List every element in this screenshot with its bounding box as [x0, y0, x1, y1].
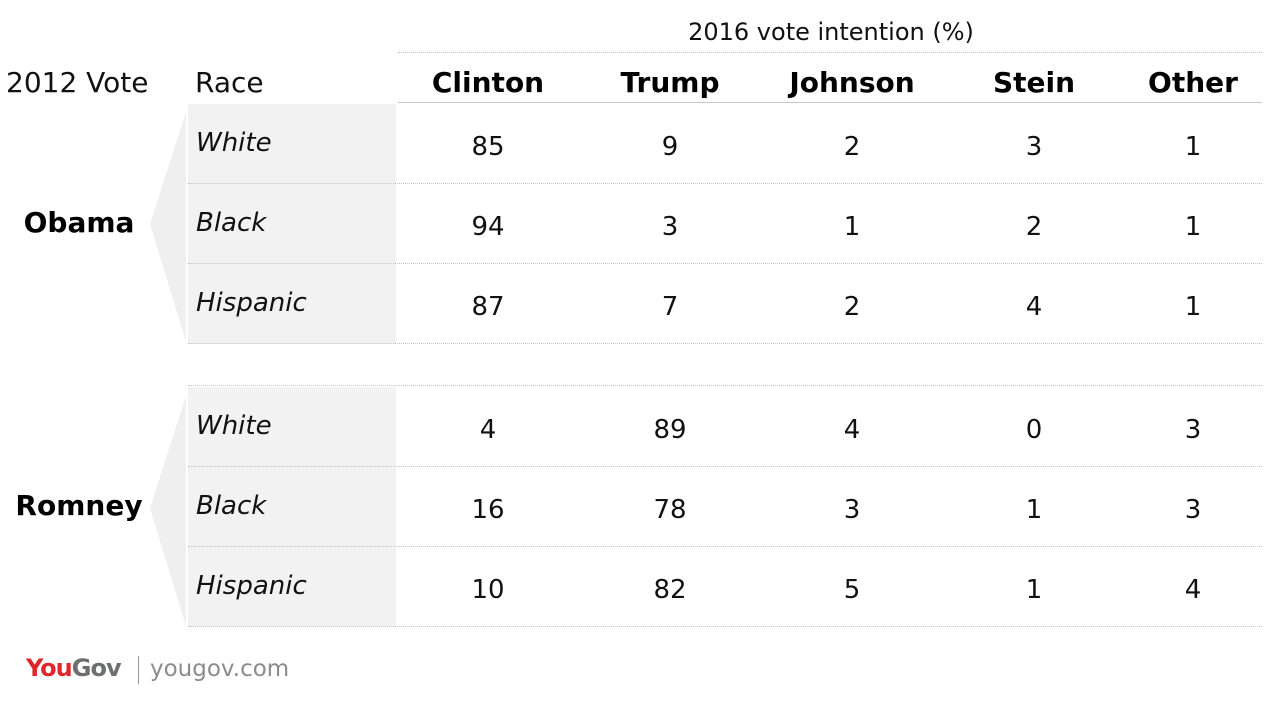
super-header-rule	[398, 52, 1262, 53]
cell-other: 1	[1184, 292, 1202, 322]
column-header-stein: Stein	[992, 66, 1076, 99]
cell-other: 1	[1184, 132, 1202, 162]
header-rule	[398, 102, 1262, 103]
cell-other: 4	[1184, 575, 1202, 605]
cell-stein: 1	[1025, 575, 1043, 605]
row-divider	[188, 343, 1262, 344]
cell-trump: 78	[653, 495, 687, 525]
race-label: Black	[196, 491, 267, 521]
row-divider	[188, 466, 1262, 467]
row-divider	[188, 183, 1262, 184]
cell-other: 3	[1184, 415, 1202, 445]
cell-clinton: 94	[471, 212, 505, 242]
race-label: White	[196, 411, 272, 441]
row-divider	[188, 626, 1262, 627]
cell-stein: 0	[1025, 415, 1043, 445]
group-label-obama: Obama	[23, 206, 135, 239]
cell-clinton: 4	[479, 415, 497, 445]
cell-clinton: 87	[471, 292, 505, 322]
cell-johnson: 2	[843, 132, 861, 162]
cell-trump: 9	[661, 132, 679, 162]
bracket-romney	[150, 396, 186, 626]
race-label: Hispanic	[196, 571, 307, 601]
cell-johnson: 4	[843, 415, 861, 445]
group-label-romney: Romney	[15, 489, 143, 522]
row-divider	[188, 546, 1262, 547]
column-header-other: Other	[1148, 66, 1238, 99]
cell-stein: 4	[1025, 292, 1043, 322]
column-header-johnson: Johnson	[789, 66, 915, 99]
race-label: Hispanic	[196, 288, 307, 318]
group-top-rule	[188, 385, 1262, 386]
cell-clinton: 85	[471, 132, 505, 162]
cell-stein: 1	[1025, 495, 1043, 525]
cell-clinton: 16	[471, 495, 505, 525]
cell-johnson: 1	[843, 212, 861, 242]
cell-stein: 3	[1025, 132, 1043, 162]
cell-other: 1	[1184, 212, 1202, 242]
race-column-bg-romney	[188, 387, 396, 627]
column-header-trump: Trump	[620, 66, 720, 99]
header-race: Race	[195, 66, 264, 99]
cell-clinton: 10	[471, 575, 505, 605]
logo-separator	[138, 656, 139, 684]
race-column-bg-obama	[188, 104, 396, 344]
bracket-obama	[150, 112, 186, 342]
yougov-logo: YouGov	[26, 654, 122, 682]
cell-trump: 7	[661, 292, 679, 322]
cell-stein: 2	[1025, 212, 1043, 242]
cell-trump: 89	[653, 415, 687, 445]
cell-johnson: 3	[843, 495, 861, 525]
cell-trump: 82	[653, 575, 687, 605]
header-2012-vote: 2012 Vote	[6, 66, 149, 99]
cell-johnson: 2	[843, 292, 861, 322]
super-header: 2016 vote intention (%)	[688, 18, 974, 46]
cell-johnson: 5	[843, 575, 861, 605]
footer-url: yougov.com	[150, 656, 290, 682]
column-header-clinton: Clinton	[431, 66, 545, 99]
race-label: White	[196, 128, 272, 158]
race-label: Black	[196, 208, 267, 238]
cell-trump: 3	[661, 212, 679, 242]
cell-other: 3	[1184, 495, 1202, 525]
row-divider	[188, 263, 1262, 264]
